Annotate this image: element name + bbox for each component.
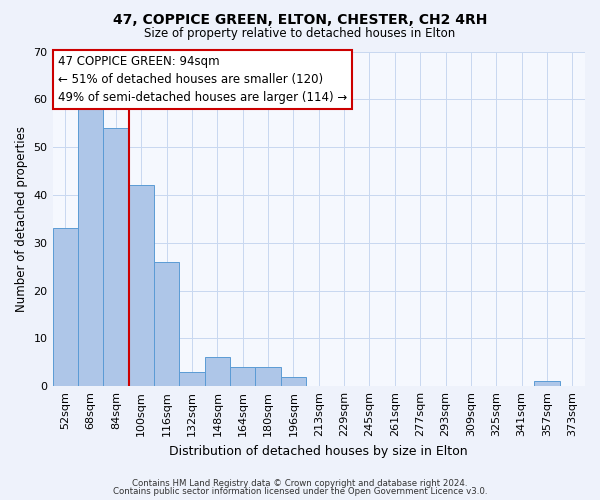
Text: Contains HM Land Registry data © Crown copyright and database right 2024.: Contains HM Land Registry data © Crown c…: [132, 478, 468, 488]
Bar: [281, 376, 306, 386]
Bar: [128, 186, 154, 386]
Text: 47 COPPICE GREEN: 94sqm
← 51% of detached houses are smaller (120)
49% of semi-d: 47 COPPICE GREEN: 94sqm ← 51% of detache…: [58, 55, 347, 104]
Y-axis label: Number of detached properties: Number of detached properties: [15, 126, 28, 312]
Bar: [179, 372, 205, 386]
Bar: [103, 128, 128, 386]
Bar: [154, 262, 179, 386]
Text: 47, COPPICE GREEN, ELTON, CHESTER, CH2 4RH: 47, COPPICE GREEN, ELTON, CHESTER, CH2 4…: [113, 12, 487, 26]
Bar: [205, 358, 230, 386]
Text: Size of property relative to detached houses in Elton: Size of property relative to detached ho…: [145, 28, 455, 40]
Bar: [78, 109, 103, 386]
Bar: [53, 228, 78, 386]
Bar: [256, 367, 281, 386]
Bar: [230, 367, 256, 386]
X-axis label: Distribution of detached houses by size in Elton: Distribution of detached houses by size …: [169, 444, 468, 458]
Text: Contains public sector information licensed under the Open Government Licence v3: Contains public sector information licen…: [113, 487, 487, 496]
Bar: [534, 382, 560, 386]
